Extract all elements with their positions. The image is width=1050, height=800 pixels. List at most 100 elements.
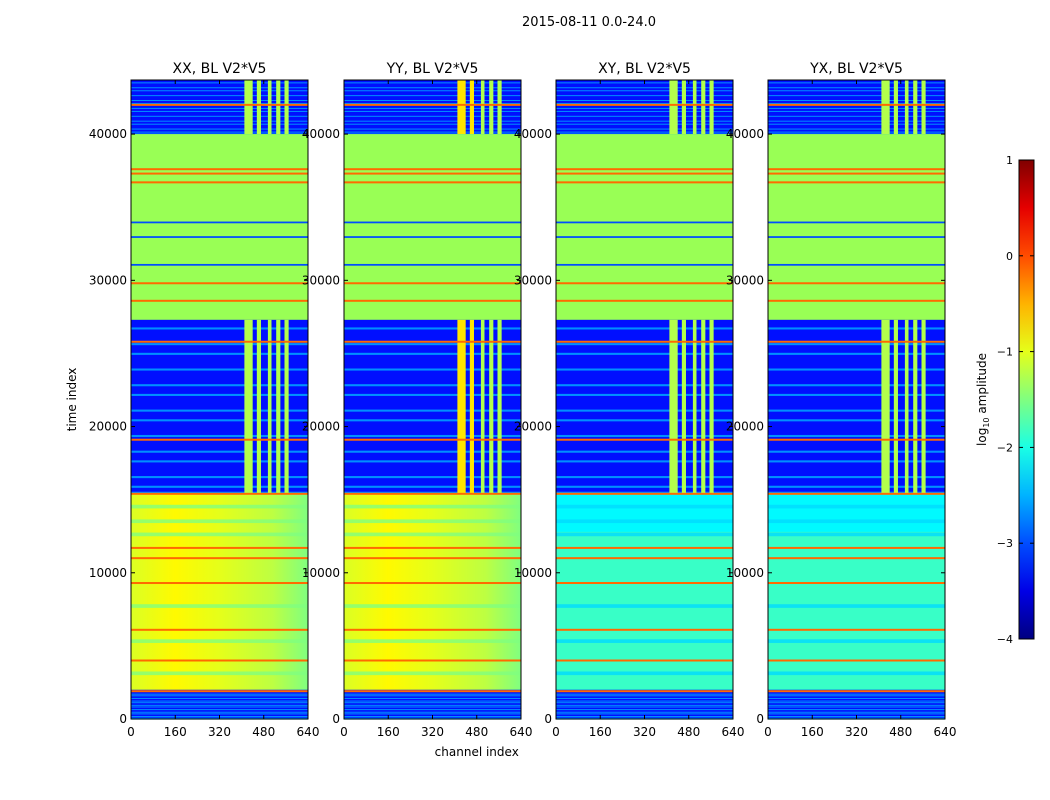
noise-streak — [556, 450, 733, 453]
y-tick-label: 10000 — [302, 566, 340, 580]
noise-streak — [131, 107, 308, 109]
bad-time-line — [768, 340, 945, 343]
noise-streak — [131, 706, 308, 708]
noise-streak — [344, 693, 521, 695]
noise-streak — [344, 107, 521, 109]
bad-time-line — [344, 557, 521, 560]
noise-streak — [131, 709, 308, 711]
noise-streak — [768, 491, 945, 494]
colorbar-label-sub: 10 — [982, 417, 991, 427]
bad-time-line — [768, 438, 945, 441]
x-tick-label: 160 — [164, 725, 187, 739]
noise-streak — [556, 702, 733, 704]
band-stripe — [131, 519, 308, 524]
rfi-channel — [276, 319, 281, 494]
rfi-channel — [893, 319, 898, 494]
band-stripe — [768, 604, 945, 608]
noise-streak — [344, 133, 521, 135]
bad-time-line — [344, 103, 521, 106]
y-tick-label: 20000 — [89, 420, 127, 434]
bad-time-line — [556, 492, 733, 495]
band-stripe — [344, 504, 521, 509]
colorbar-tick-label: −2 — [997, 441, 1013, 454]
rfi-channel — [244, 319, 253, 494]
noise-streak — [131, 384, 308, 387]
noise-streak — [556, 100, 733, 102]
noise-streak — [556, 434, 733, 438]
bad-time-line — [768, 299, 945, 302]
bad-time-line — [768, 690, 945, 693]
bad-time-line — [556, 628, 733, 631]
noise-streak — [768, 327, 945, 330]
noise-streak — [344, 95, 521, 97]
noise-streak — [131, 131, 308, 133]
noise-streak — [131, 87, 308, 89]
bad-time-line — [768, 168, 945, 171]
bad-time-line — [556, 690, 733, 693]
noise-streak — [768, 90, 945, 92]
flagged-region — [344, 134, 521, 320]
noise-streak — [344, 103, 521, 105]
rfi-channel — [921, 80, 926, 135]
noise-streak — [344, 713, 521, 715]
noise-streak — [344, 327, 521, 330]
noise-streak — [344, 110, 521, 112]
noise-streak — [344, 393, 521, 396]
noise-streak — [344, 120, 521, 122]
x-tick-label: 480 — [677, 725, 700, 739]
noise-streak — [556, 368, 733, 371]
noise-streak — [768, 700, 945, 702]
band-stripe — [131, 604, 308, 608]
noise-streak — [556, 115, 733, 117]
panel-title: YX, BL V2*V5 — [809, 61, 903, 77]
rfi-channel — [692, 80, 697, 135]
bad-time-line — [768, 181, 945, 184]
flagged-region — [768, 134, 945, 320]
noise-streak — [131, 110, 308, 112]
noise-streak — [131, 711, 308, 713]
noise-streak — [131, 327, 308, 330]
noise-streak — [344, 87, 521, 89]
bad-time-line — [556, 659, 733, 662]
active-band — [344, 493, 521, 690]
noise-streak — [344, 697, 521, 699]
flag-gap — [131, 263, 308, 266]
x-tick-label: 0 — [552, 725, 560, 739]
band-stripe — [556, 671, 733, 676]
bad-time-line — [556, 582, 733, 585]
y-tick-label: 10000 — [514, 566, 552, 580]
flag-gap — [768, 263, 945, 266]
noise-streak — [768, 110, 945, 112]
noise-streak — [768, 131, 945, 133]
noise-streak — [768, 485, 945, 488]
noise-streak — [344, 491, 521, 494]
noise-streak — [344, 706, 521, 708]
flagged-region — [131, 134, 308, 320]
bad-time-line — [344, 181, 521, 184]
noise-streak — [344, 352, 521, 355]
noise-streak — [768, 393, 945, 396]
flag-gap — [556, 221, 733, 224]
noise-streak — [344, 476, 521, 479]
colorbar-label-tail: amplitude — [975, 353, 989, 417]
noise-streak — [768, 713, 945, 715]
noise-streak — [131, 697, 308, 699]
x-tick-label: 160 — [801, 725, 824, 739]
bad-time-line — [131, 172, 308, 175]
flag-gap — [556, 236, 733, 238]
rfi-channel — [701, 80, 706, 135]
noise-streak — [768, 95, 945, 97]
active-band — [131, 493, 308, 690]
bad-time-line — [768, 282, 945, 285]
noise-streak — [556, 706, 733, 708]
bad-time-line — [131, 282, 308, 285]
noise-streak — [344, 131, 521, 133]
noise-streak — [131, 450, 308, 453]
bad-time-line — [131, 492, 308, 495]
rfi-channel — [267, 319, 272, 494]
noise-streak — [344, 709, 521, 711]
rfi-channel — [284, 80, 289, 135]
rfi-channel — [244, 80, 253, 135]
noise-streak — [556, 491, 733, 494]
bad-time-line — [768, 172, 945, 175]
